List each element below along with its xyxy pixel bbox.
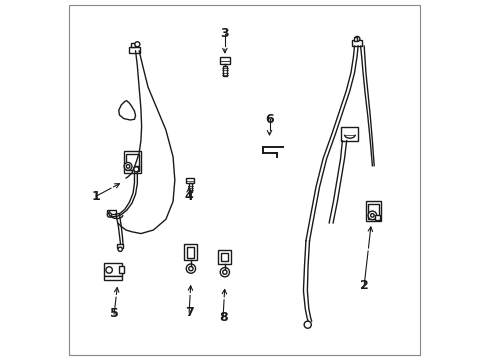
Circle shape bbox=[106, 267, 112, 273]
Bar bbox=[184, 244, 197, 260]
Bar bbox=[187, 247, 194, 258]
Circle shape bbox=[370, 213, 373, 217]
Text: 6: 6 bbox=[264, 113, 273, 126]
Text: 7: 7 bbox=[184, 306, 193, 319]
Circle shape bbox=[124, 162, 132, 170]
Bar bbox=[188, 183, 191, 192]
Circle shape bbox=[367, 211, 376, 220]
Bar bbox=[125, 154, 139, 170]
Bar bbox=[367, 204, 378, 219]
Circle shape bbox=[107, 213, 111, 217]
Bar bbox=[374, 215, 379, 220]
Bar bbox=[218, 249, 231, 264]
Bar bbox=[365, 202, 380, 221]
Circle shape bbox=[304, 321, 311, 328]
Bar bbox=[353, 37, 357, 41]
Bar bbox=[119, 266, 123, 273]
Bar bbox=[223, 66, 226, 76]
Bar bbox=[104, 263, 122, 276]
Circle shape bbox=[118, 247, 122, 251]
Circle shape bbox=[134, 167, 139, 172]
Text: 5: 5 bbox=[109, 307, 118, 320]
Bar bbox=[117, 244, 123, 248]
Bar bbox=[129, 47, 140, 53]
Circle shape bbox=[186, 264, 195, 273]
Bar bbox=[134, 166, 139, 171]
Bar bbox=[186, 178, 194, 183]
Bar bbox=[351, 40, 361, 46]
Text: 3: 3 bbox=[220, 27, 229, 40]
Bar bbox=[131, 43, 135, 47]
Text: 4: 4 bbox=[184, 190, 193, 203]
Circle shape bbox=[222, 270, 226, 274]
Text: 2: 2 bbox=[359, 279, 368, 292]
Circle shape bbox=[354, 36, 359, 41]
Circle shape bbox=[126, 165, 130, 168]
Bar bbox=[104, 276, 122, 280]
Text: 8: 8 bbox=[218, 311, 227, 324]
Bar bbox=[221, 252, 228, 261]
Text: 1: 1 bbox=[92, 190, 101, 203]
Circle shape bbox=[220, 267, 229, 277]
Polygon shape bbox=[119, 101, 135, 120]
Bar bbox=[220, 58, 229, 64]
Circle shape bbox=[188, 266, 193, 271]
Bar bbox=[340, 127, 357, 141]
Bar bbox=[123, 152, 141, 173]
Bar bbox=[107, 210, 116, 214]
Circle shape bbox=[135, 42, 140, 47]
